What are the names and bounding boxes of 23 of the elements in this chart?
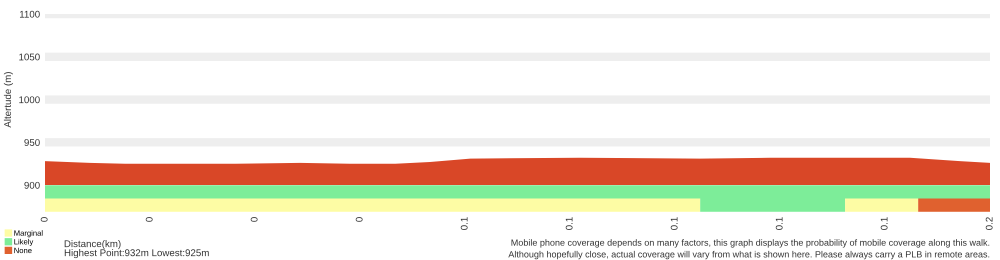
x-tick-label: 0	[146, 217, 153, 222]
x-tick-label: 0	[250, 217, 258, 222]
text: Although hopefully close, actual coverage will vary from what is shown here. Please always carry a PLB in remote areas.	[508, 250, 990, 260]
y-tick-label: 1000	[19, 96, 40, 104]
bar	[45, 198, 700, 212]
x-tick-label: 0.1	[566, 217, 573, 230]
y-tick-label: 900	[24, 182, 40, 189]
x-tick-label: 0	[356, 217, 363, 222]
x-axis-title: Distance(km)	[64, 240, 121, 250]
x-tick-label: 0	[40, 217, 48, 222]
bar	[918, 198, 990, 212]
bar	[845, 198, 918, 212]
x-tick-label: 0.2	[986, 217, 993, 230]
x-tick-label: 0.1	[670, 217, 678, 230]
text: Highest Point:932m Lowest:925m	[64, 249, 209, 258]
y-axis-title: Altertude (m)	[4, 72, 13, 128]
x-tick-label: 0.1	[776, 217, 783, 230]
x-tick-label: 0.1	[880, 217, 888, 230]
x-tick-label: 0.1	[460, 217, 468, 230]
y-tick-label: 950	[24, 139, 40, 146]
y-tick-label: 1100	[20, 10, 40, 18]
y-tick-label: 1050	[19, 54, 40, 60]
text: Mobile phone coverage depends on many factors, this graph displays the probability of mobile coverage along this walk.	[512, 239, 990, 248]
